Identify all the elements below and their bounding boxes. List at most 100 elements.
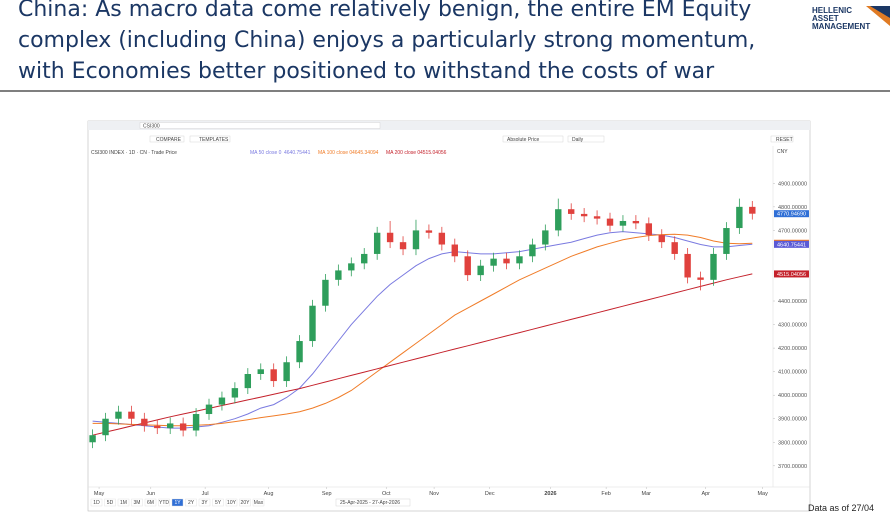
candle-body <box>89 435 96 443</box>
range-label: 1D <box>93 500 100 506</box>
reset-label: RESET <box>776 137 793 143</box>
candle-body <box>335 270 342 280</box>
range-button[interactable] <box>252 498 265 507</box>
range-button[interactable] <box>104 498 116 507</box>
candle-body <box>529 244 536 257</box>
candle-body <box>632 220 640 224</box>
range-button[interactable] <box>198 498 211 507</box>
x-tick-label: Aug <box>264 491 274 497</box>
range-label: 10Y <box>227 500 237 506</box>
x-tick-label: Apr <box>701 491 710 497</box>
legend-entry: MA 200 close 0 <box>386 150 420 156</box>
x-tick-label: Oct <box>382 491 391 497</box>
range-label: 6M <box>147 500 154 506</box>
range-button[interactable] <box>158 498 170 507</box>
x-tick-label: Feb <box>601 491 610 497</box>
compare-button[interactable] <box>149 135 185 143</box>
x-tick-label: Mar <box>641 491 651 497</box>
x-tick-label: Jun <box>146 491 155 497</box>
date-range-box[interactable] <box>335 498 411 507</box>
templates-button[interactable] <box>189 135 231 143</box>
y-tick-label: 4800.00000 <box>778 205 807 211</box>
candle-body <box>568 209 575 214</box>
chart-info: CSI300 INDEX · 1D · CN · Trade Price <box>91 150 177 156</box>
x-tick-label: May <box>757 491 768 497</box>
price-tag <box>774 240 809 248</box>
range-button[interactable] <box>144 498 157 507</box>
date-range: 25-Apr-2025 - 27-Apr-2026 <box>340 500 400 506</box>
candle-body <box>218 397 226 405</box>
frequency: Daily <box>572 137 584 143</box>
price-mode-select[interactable] <box>502 135 564 143</box>
legend-value: 4645.34094 <box>352 150 379 156</box>
price-tag-label: 4640.75441 <box>777 242 806 248</box>
currency: CNY <box>777 149 788 155</box>
x-tick-label: Sep <box>322 491 332 497</box>
x-tick-label: Dec <box>485 491 495 497</box>
range-label: 20Y <box>241 500 251 506</box>
range-button[interactable] <box>171 498 184 507</box>
candle-body <box>102 418 109 436</box>
ticker-box[interactable] <box>139 122 381 129</box>
range-label: Max <box>254 500 264 506</box>
candle-body <box>438 232 446 245</box>
candle-body <box>490 258 497 266</box>
candle-body <box>710 253 717 280</box>
candle-body <box>309 305 316 342</box>
range-button[interactable] <box>131 498 143 507</box>
candle-body <box>115 411 122 419</box>
candle-body <box>697 277 704 280</box>
range-button[interactable] <box>225 498 238 507</box>
range-label: 3Y <box>201 500 208 506</box>
slide-title-line: complex (including China) enjoys a parti… <box>18 28 755 53</box>
candle-body <box>154 425 161 429</box>
range-button[interactable] <box>90 498 103 507</box>
candle-body <box>645 223 653 236</box>
y-tick-label: 4700.00000 <box>778 228 807 234</box>
price-tag <box>774 210 809 218</box>
range-button[interactable] <box>239 498 251 507</box>
x-tick-label: 2026 <box>544 491 556 497</box>
price-mode: Absolute Price <box>507 137 539 143</box>
y-tick-label: 4000.00000 <box>778 393 807 399</box>
logo-text: HELLENIC <box>812 6 852 15</box>
candle-body <box>606 218 614 226</box>
candle-body <box>348 263 355 271</box>
x-tick-label: May <box>94 491 105 497</box>
candle-body <box>167 423 174 429</box>
candle-body <box>244 374 252 389</box>
candle-body <box>671 242 678 254</box>
y-tick-label: 4200.00000 <box>778 346 807 352</box>
slide-title-line: China: As macro data come relatively ben… <box>18 0 751 22</box>
x-tick-label: Jul <box>202 491 209 497</box>
frequency-select[interactable] <box>567 135 605 143</box>
templates-label: TEMPLATES <box>199 137 229 143</box>
range-button[interactable] <box>185 498 197 507</box>
candle-body <box>749 206 756 214</box>
moving-average-line <box>92 231 753 429</box>
price-tag-label: 4770.94690 <box>777 212 806 218</box>
chart-frame <box>87 120 811 512</box>
candle-body <box>464 256 471 276</box>
y-tick-label: 4900.00000 <box>778 181 807 187</box>
range-label: 5Y <box>215 500 222 506</box>
candle-body <box>322 279 329 306</box>
y-tick-label: 3900.00000 <box>778 417 807 423</box>
legend-entry: MA 100 close 0 <box>318 150 352 156</box>
candle-body <box>736 206 743 229</box>
candle-body <box>658 235 665 243</box>
moving-average-line <box>92 273 753 436</box>
candle-body <box>270 369 277 382</box>
reset-button[interactable] <box>770 135 794 143</box>
candle-body <box>257 369 264 374</box>
range-button[interactable] <box>117 498 130 507</box>
window-bar <box>88 121 810 130</box>
range-label: YTD <box>159 500 169 506</box>
candle-body <box>684 253 691 278</box>
candle-body <box>179 423 187 431</box>
range-button[interactable] <box>212 498 224 507</box>
price-tag <box>774 270 809 278</box>
ticker: CSI300 <box>143 124 160 130</box>
y-tick-label: 3700.00000 <box>778 464 807 470</box>
